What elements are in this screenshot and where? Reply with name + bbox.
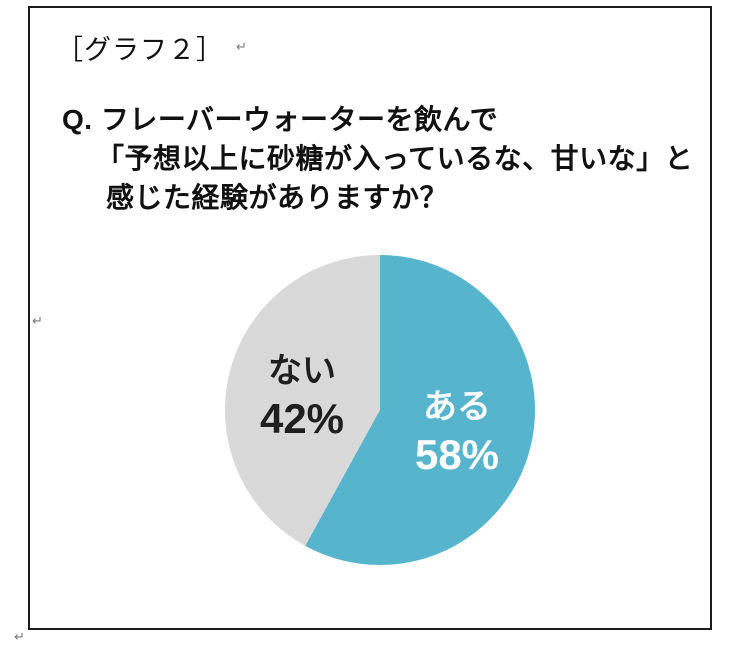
slice-nai-value: 42% (259, 394, 345, 442)
question-line-3: 感じた経験がありますか？ (106, 182, 449, 213)
return-mark-icon: ↵ (236, 39, 247, 54)
chart-frame: ［グラフ２］ ↵ ↵ Q. フレーバーウォーターを飲んで 「予想以上に砂糖が入っ… (28, 6, 712, 630)
question-line-1: Q. フレーバーウォーターを飲んで (62, 104, 499, 135)
return-mark-icon: ↵ (32, 313, 43, 328)
slice-aru-value: 58% (414, 430, 500, 478)
question-line-2: 「予想以上に砂糖が入っているな、甘いな」と (96, 143, 694, 174)
survey-question: Q. フレーバーウォーターを飲んで 「予想以上に砂糖が入っているな、甘いな」と … (62, 100, 693, 217)
pie-slice-label-aru: ある 58% (367, 386, 547, 481)
pie-chart (225, 255, 535, 565)
pie-slice-label-nai: ない 42% (212, 350, 392, 445)
graph-number-label: ［グラフ２］ (56, 35, 224, 65)
return-mark-icon: ↵ (14, 629, 25, 644)
slice-nai-label: ない (268, 352, 336, 390)
slice-aru-label: ある (423, 388, 491, 426)
